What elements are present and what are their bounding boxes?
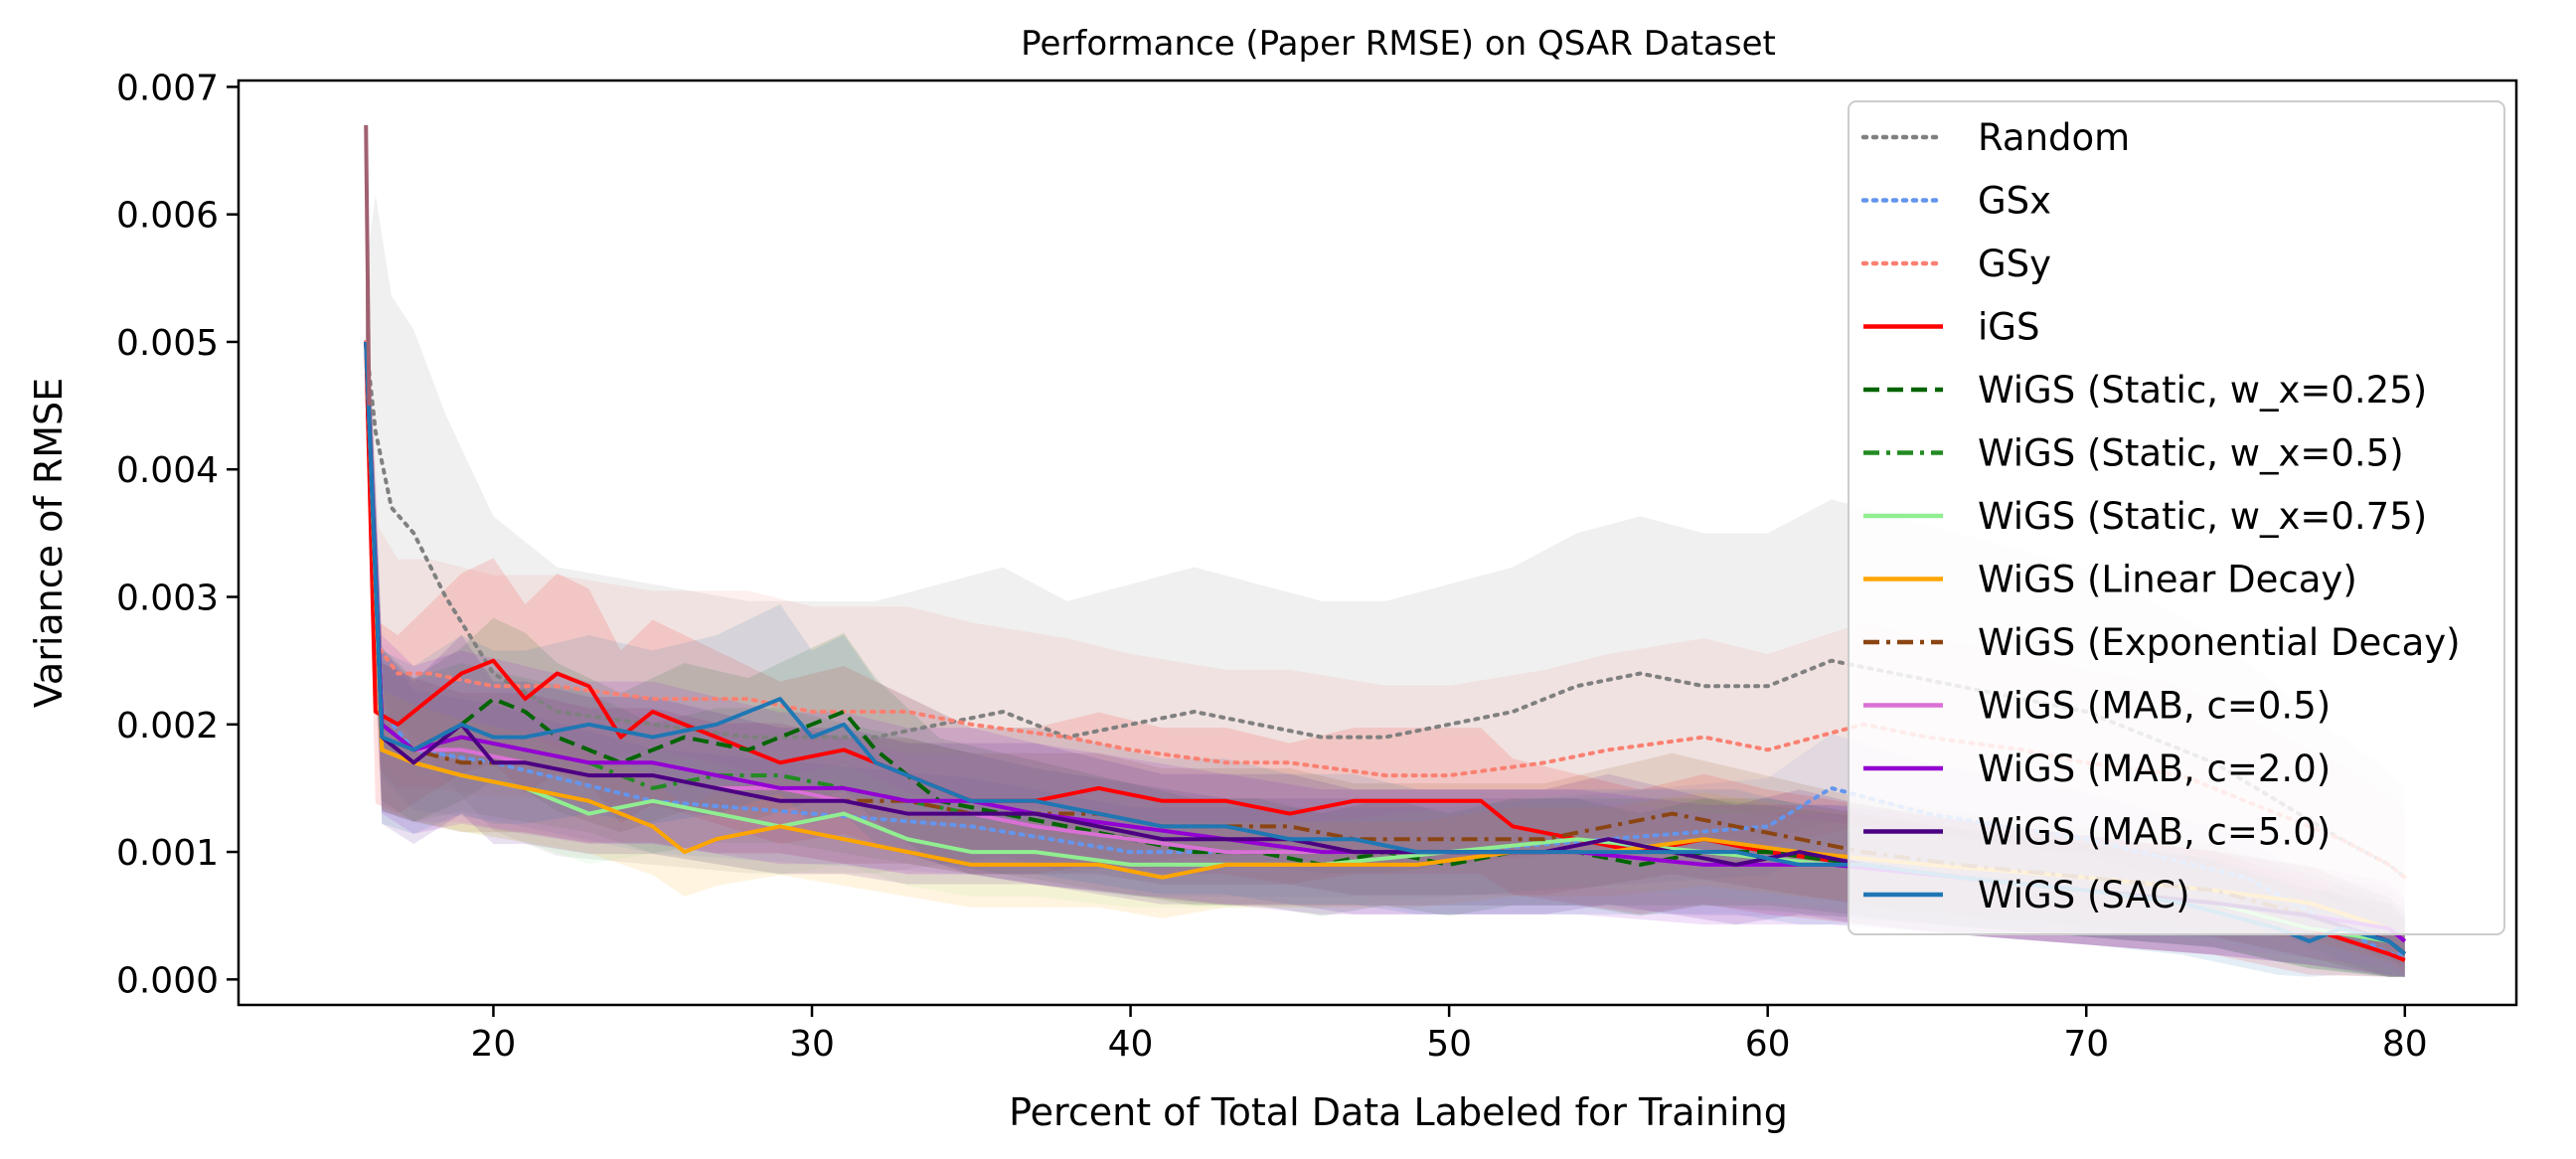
legend-label: WiGS (Exponential Decay) xyxy=(1978,621,2461,664)
y-tick-label: 0.007 xyxy=(116,68,219,108)
y-tick-label: 0.006 xyxy=(116,196,219,237)
legend-label: WiGS (SAC) xyxy=(1978,874,2190,916)
legend-label: GSy xyxy=(1978,243,2051,285)
series-3-band xyxy=(366,268,2405,977)
legend-label: iGS xyxy=(1978,306,2039,349)
y-axis-label: Variance of RMSE xyxy=(27,378,71,708)
series-5-band xyxy=(366,268,2405,977)
y-tick-label: 0.003 xyxy=(116,579,219,619)
y-tick-label: 0.005 xyxy=(116,323,219,364)
series-8-band xyxy=(366,268,2405,977)
legend-box xyxy=(1848,100,2505,935)
series-9-band xyxy=(366,268,2405,977)
x-tick-label: 30 xyxy=(789,1024,835,1065)
legend-label: GSx xyxy=(1978,180,2051,223)
legend-label: WiGS (Linear Decay) xyxy=(1978,559,2357,601)
legend-label: WiGS (MAB, c=5.0) xyxy=(1978,811,2331,854)
initial-spike-mark xyxy=(364,124,372,407)
series-11-band xyxy=(366,268,2405,977)
legend-label: WiGS (MAB, c=2.0) xyxy=(1978,747,2331,790)
x-tick-label: 70 xyxy=(2063,1024,2109,1065)
y-tick-label: 0.000 xyxy=(116,960,219,1001)
x-axis: 20 30 40 50 60 70 80 xyxy=(471,1005,2428,1065)
x-tick-label: 60 xyxy=(1745,1024,1791,1065)
legend-label: WiGS (Static, w_x=0.25) xyxy=(1978,369,2427,412)
x-tick-label: 40 xyxy=(1108,1024,1154,1065)
legend-label: WiGS (MAB, c=0.5) xyxy=(1978,685,2331,728)
series-4-band xyxy=(366,268,2405,977)
legend-label: Random xyxy=(1978,116,2130,159)
y-axis: 0.000 0.001 0.002 0.003 0.004 0.005 0.006 0.007 xyxy=(116,68,239,1001)
series-12-band xyxy=(366,268,2405,977)
x-tick-label: 80 xyxy=(2382,1024,2428,1065)
legend-label: WiGS (Static, w_x=0.5) xyxy=(1978,432,2404,475)
chart-title: Performance (Paper RMSE) on QSAR Dataset xyxy=(1021,24,1776,64)
y-tick-label: 0.001 xyxy=(116,833,219,874)
y-tick-label: 0.004 xyxy=(116,450,219,491)
legend-label: WiGS (Static, w_x=0.75) xyxy=(1978,495,2427,538)
y-tick-label: 0.002 xyxy=(116,706,219,746)
x-axis-label: Percent of Total Data Labeled for Traini… xyxy=(1009,1090,1788,1134)
series-10-band xyxy=(366,268,2405,977)
x-tick-label: 50 xyxy=(1426,1024,1472,1065)
plot-frame xyxy=(237,79,2518,1007)
series-6-band xyxy=(366,268,2405,977)
x-tick-label: 20 xyxy=(471,1024,517,1065)
legend: Random GSx GSy iGS WiGS (Static, w_x=0.25) Wi… xyxy=(1848,100,2505,935)
